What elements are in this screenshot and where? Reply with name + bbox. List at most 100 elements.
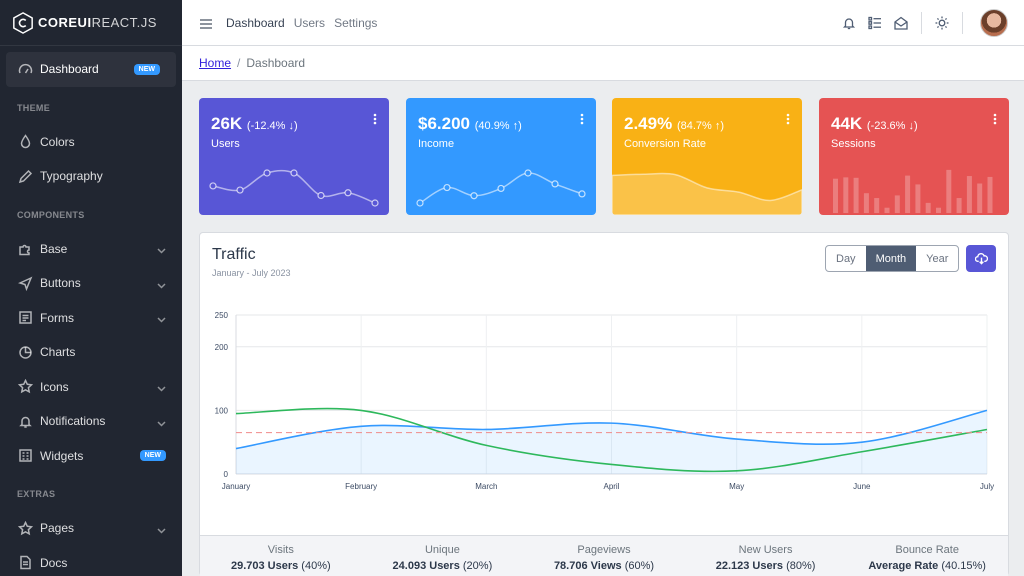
sparkline-bar bbox=[946, 169, 952, 213]
sparkline-bar bbox=[863, 193, 869, 213]
sparkline-point bbox=[551, 180, 559, 188]
sidebar-item-notifications[interactable]: Notifications bbox=[0, 404, 182, 439]
sparkline-bar bbox=[956, 198, 962, 213]
breadcrumb-home-link[interactable]: Home bbox=[199, 56, 232, 70]
hamburger-menu-icon[interactable] bbox=[200, 17, 212, 29]
sparkline-point bbox=[344, 189, 352, 197]
sparkline-point bbox=[209, 182, 217, 190]
sidebar-item-label: Buttons bbox=[40, 276, 81, 291]
sidebar-item-colors[interactable]: Colors bbox=[0, 125, 182, 160]
stat-title: Pageviews bbox=[577, 544, 631, 556]
sidebar-item-docs[interactable]: Docs bbox=[0, 546, 182, 576]
sparkline-point bbox=[290, 169, 298, 177]
sidebar-item-label: Base bbox=[40, 241, 68, 256]
y-tick-label: 200 bbox=[215, 343, 229, 352]
stat-title: Unique bbox=[424, 544, 460, 556]
top-nav-users[interactable]: Users bbox=[293, 15, 326, 30]
stat-pageviews: Pageviews 78.706 Views (60%) bbox=[523, 536, 685, 576]
breadcrumb: Home / Dashboard bbox=[182, 46, 1024, 81]
sparkline-bar bbox=[966, 176, 972, 213]
sparkline-point bbox=[443, 183, 451, 192]
sidebar-item-label: Forms bbox=[40, 310, 74, 325]
stat-value: 24.093 Users (20%) bbox=[392, 560, 493, 572]
sidebar-item-label: Pages bbox=[40, 521, 75, 536]
sparkline-bar bbox=[977, 183, 983, 213]
more-options-icon[interactable] bbox=[580, 112, 584, 125]
sidebar-item-icons[interactable]: Icons bbox=[0, 370, 182, 405]
sparkline-bar bbox=[936, 207, 941, 213]
sparkline-point bbox=[578, 190, 586, 198]
more-options-icon[interactable] bbox=[993, 112, 997, 125]
chevron-down-icon bbox=[157, 382, 166, 392]
sidebar-item-label: Widgets bbox=[40, 448, 84, 463]
range-year-button[interactable]: Year bbox=[926, 252, 949, 265]
traffic-chart: 0 100 200 250 January February March April May Ju… bbox=[215, 311, 994, 491]
sidebar-item-charts[interactable]: Charts bbox=[0, 335, 182, 370]
sparkline-point bbox=[416, 199, 424, 207]
sparkline-bar bbox=[987, 176, 993, 213]
sparkline-bar bbox=[884, 207, 890, 213]
envelope-open-icon[interactable] bbox=[894, 16, 908, 30]
more-options-icon[interactable] bbox=[373, 112, 377, 125]
drop-icon bbox=[17, 134, 33, 150]
breadcrumb-current: Dashboard bbox=[246, 56, 306, 70]
widget-sparkline bbox=[833, 169, 993, 213]
sidebar-item-label: Notifications bbox=[40, 414, 106, 429]
sidebar-item-widgets[interactable]: Widgets NEW bbox=[0, 439, 182, 474]
sparkline-bar bbox=[905, 175, 911, 213]
sidebar-item-forms[interactable]: Forms bbox=[0, 301, 182, 336]
sparkline-point bbox=[317, 191, 325, 200]
puzzle-icon bbox=[17, 241, 33, 257]
sparkline-bar bbox=[874, 198, 880, 213]
widget-sparkline bbox=[209, 169, 379, 207]
sparkline-bar bbox=[833, 178, 838, 213]
stat-value: Average Rate (40.15%) bbox=[868, 560, 986, 572]
top-nav-dashboard[interactable]: Dashboard bbox=[226, 15, 285, 30]
download-button[interactable] bbox=[966, 245, 996, 272]
sparkline-point bbox=[236, 186, 244, 194]
new-badge: NEW bbox=[133, 63, 160, 75]
x-tick-label: June bbox=[853, 482, 871, 491]
bell-icon[interactable] bbox=[842, 16, 856, 30]
x-tick-label: January bbox=[222, 482, 250, 491]
sidebar-item-dashboard[interactable]: Dashboard NEW bbox=[6, 52, 176, 87]
traffic-stats: Visits 29.703 Users (40%) Unique 24.093 Use… bbox=[200, 535, 1008, 576]
widget-value: 2.49% (84.7% ↑) bbox=[624, 114, 725, 133]
y-tick-label: 100 bbox=[215, 406, 229, 415]
star-icon bbox=[17, 379, 33, 395]
sun-icon[interactable] bbox=[935, 16, 949, 30]
new-badge: NEW bbox=[139, 450, 166, 462]
stat-title: Visits bbox=[267, 544, 294, 556]
widget-label: Sessions bbox=[831, 138, 876, 150]
header: Dashboard Users Settings bbox=[182, 0, 1024, 46]
x-tick-label: February bbox=[345, 482, 377, 491]
sidebar-item-typography[interactable]: Typography bbox=[0, 159, 182, 194]
top-nav: Dashboard Users Settings bbox=[226, 16, 386, 30]
sidebar: COREUIREACT.JS Dashboard NEW THEME Colors Ty… bbox=[0, 0, 182, 576]
sparkline-point bbox=[524, 169, 532, 177]
breadcrumb-separator: / bbox=[237, 56, 241, 70]
sparkline-bar bbox=[894, 195, 900, 213]
chevron-down-icon bbox=[157, 313, 166, 323]
range-day-button[interactable]: Day bbox=[836, 252, 856, 265]
more-options-icon[interactable] bbox=[786, 112, 790, 125]
stat-value: 78.706 Views (60%) bbox=[553, 560, 655, 572]
stat-unique: Unique 24.093 Users (20%) bbox=[362, 536, 524, 576]
sidebar-item-label: Typography bbox=[40, 169, 103, 184]
x-tick-label: April bbox=[603, 482, 619, 491]
widget-income: $6.200 (40.9% ↑) Income bbox=[406, 98, 596, 215]
stat-new-users: New Users 22.123 Users (80%) bbox=[685, 536, 847, 576]
chevron-down-icon bbox=[157, 279, 166, 289]
stat-bounce-rate: Bounce Rate Average Rate (40.15%) bbox=[846, 536, 1008, 576]
sidebar-item-buttons[interactable]: Buttons bbox=[0, 266, 182, 301]
brand-logo[interactable]: COREUIREACT.JS bbox=[0, 0, 182, 46]
x-tick-label: March bbox=[475, 482, 497, 491]
top-nav-settings[interactable]: Settings bbox=[334, 15, 378, 30]
sidebar-section-title: THEME bbox=[17, 102, 50, 113]
user-avatar[interactable] bbox=[980, 9, 1008, 37]
list-icon[interactable] bbox=[868, 16, 882, 30]
sidebar-item-pages[interactable]: Pages bbox=[0, 511, 182, 546]
sidebar-item-base[interactable]: Base bbox=[0, 232, 182, 267]
range-month-button[interactable]: Month bbox=[865, 246, 917, 271]
coreui-logo-icon bbox=[13, 11, 33, 34]
